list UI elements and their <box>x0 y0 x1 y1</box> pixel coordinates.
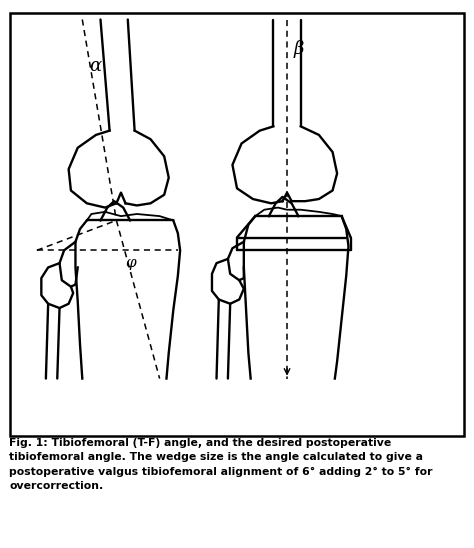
Text: φ: φ <box>126 256 136 270</box>
Text: α: α <box>89 57 101 75</box>
Text: Fig. 1: Tibiofemoral (T-F) angle, and the desired postoperative
tibiofemoral ang: Fig. 1: Tibiofemoral (T-F) angle, and th… <box>9 438 433 490</box>
Text: β: β <box>294 39 304 58</box>
